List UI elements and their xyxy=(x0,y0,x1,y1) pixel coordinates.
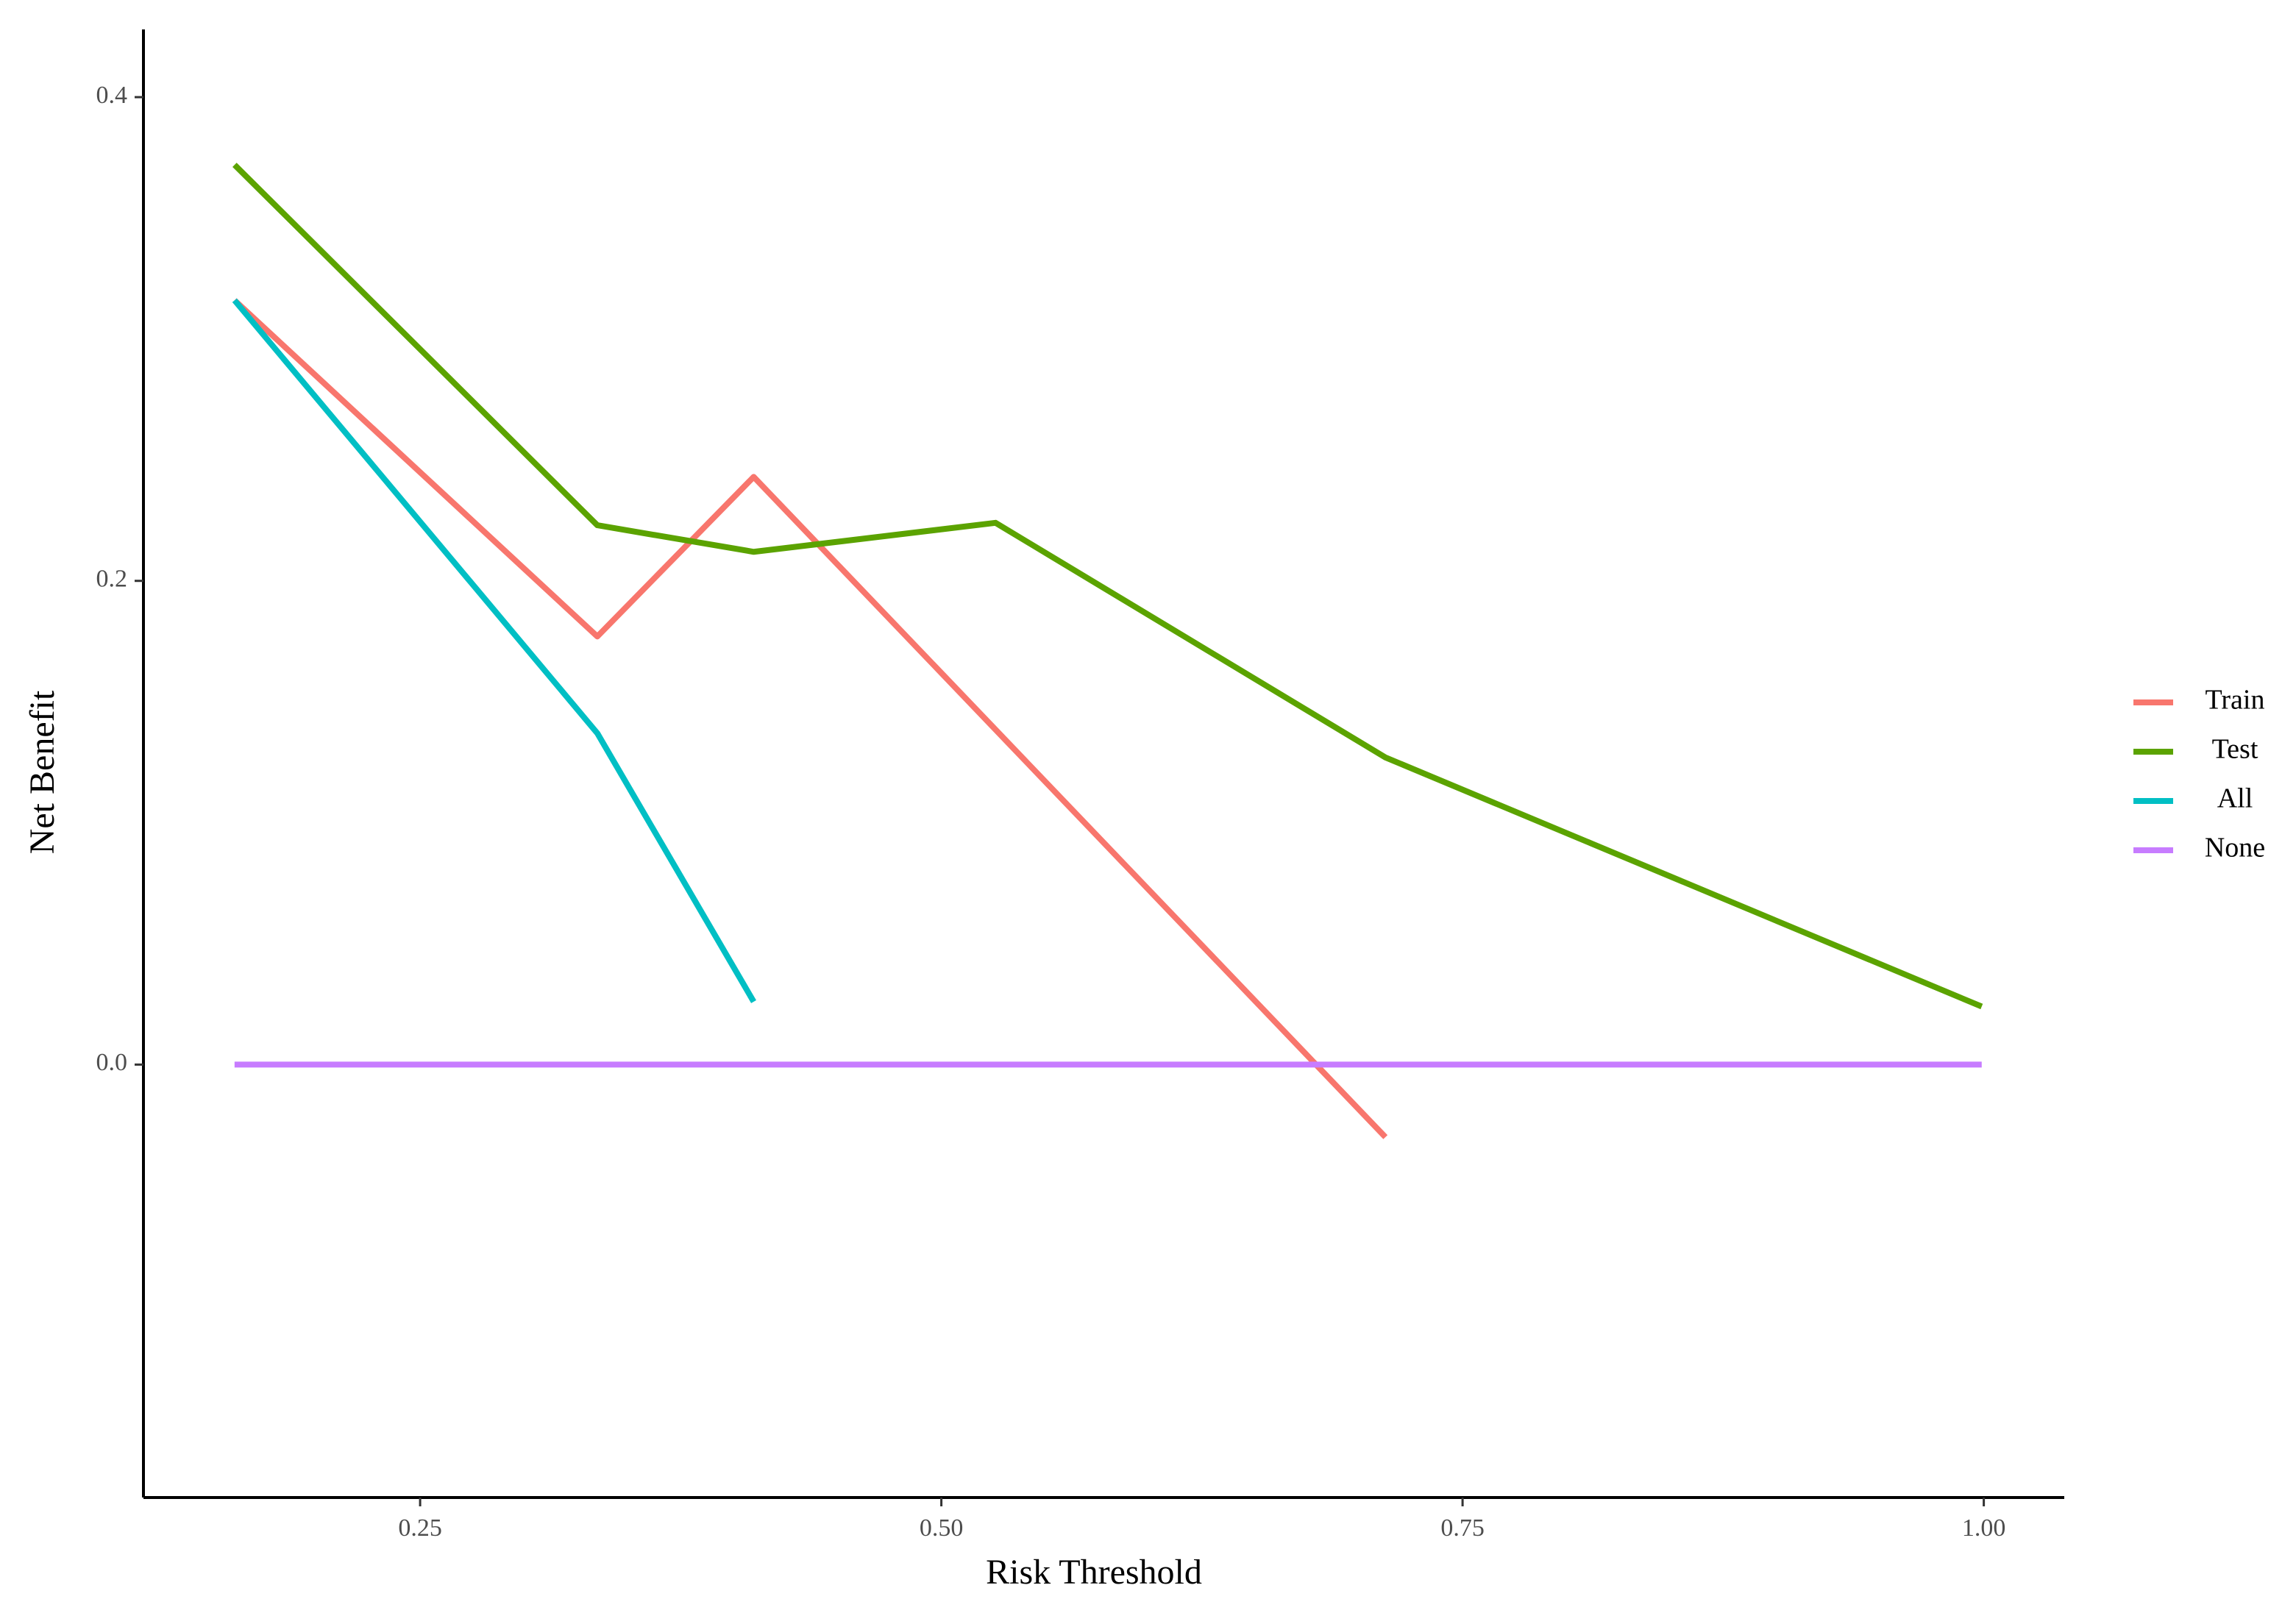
legend-label: Train xyxy=(2206,685,2265,716)
y-tick-label: 0.4 xyxy=(96,82,128,109)
x-tick-label: 0.25 xyxy=(398,1514,442,1542)
x-axis-title: Risk Threshold xyxy=(986,1553,1202,1592)
x-tick-label: 0.50 xyxy=(920,1514,964,1542)
legend-label: All xyxy=(2217,783,2253,814)
series-line xyxy=(232,298,756,1003)
x-tick-label: 0.75 xyxy=(1440,1514,1485,1542)
series-line xyxy=(232,163,1983,1010)
legend-label: None xyxy=(2205,833,2265,864)
series-line xyxy=(232,298,1388,1139)
y-axis-title: Net Benefit xyxy=(23,690,62,854)
y-tick-label: 0.2 xyxy=(96,566,128,593)
y-tick-label: 0.0 xyxy=(96,1049,128,1076)
x-tick-label: 1.00 xyxy=(1962,1514,2006,1542)
legend-label: Test xyxy=(2212,734,2258,765)
